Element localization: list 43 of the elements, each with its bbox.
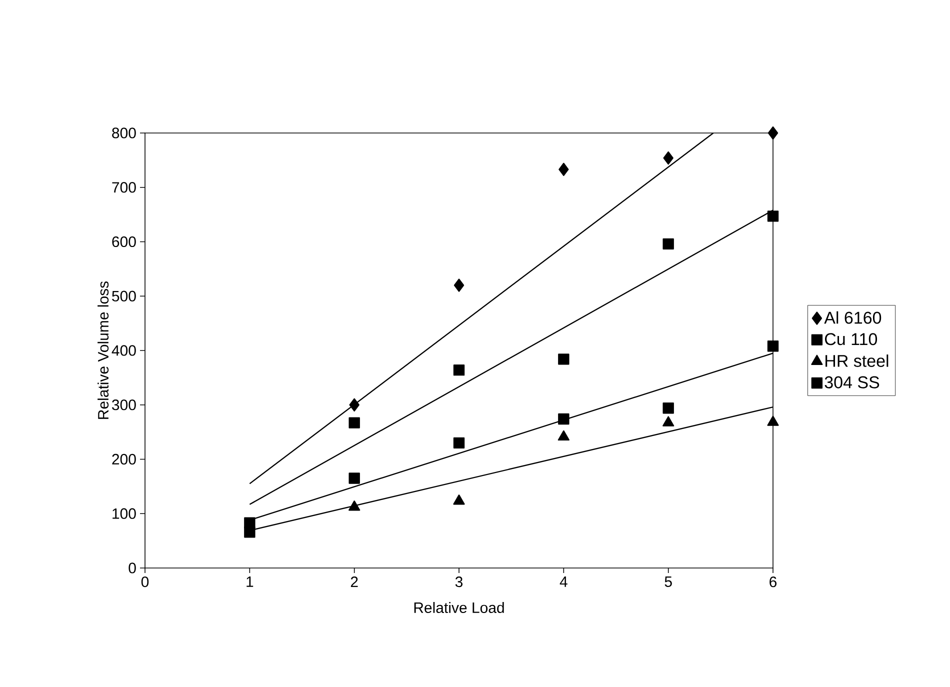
- legend-label: 304 SS: [824, 376, 880, 388]
- point: [244, 526, 256, 538]
- y-tick-label: 800: [112, 128, 136, 138]
- point: [768, 126, 778, 140]
- x-tick-label: 4: [560, 576, 568, 587]
- x-tick-label: 6: [770, 576, 777, 588]
- point: [454, 278, 464, 292]
- legend-label: Al 6160: [824, 311, 882, 324]
- y-axis-title: Relative Volume loss: [98, 281, 109, 419]
- y-tick-label: 300: [112, 400, 136, 410]
- legend-label: HR steel: [826, 354, 888, 367]
- point: [662, 402, 674, 414]
- x-tick-label: 5: [664, 576, 672, 587]
- x-tick-label: 0: [141, 576, 149, 588]
- point: [558, 413, 570, 425]
- point: [767, 340, 779, 352]
- point: [662, 238, 674, 250]
- point: [453, 494, 465, 505]
- point: [348, 500, 360, 511]
- point: [349, 398, 360, 412]
- x-tick-label: 2: [350, 576, 358, 587]
- y-tick-label: 500: [112, 290, 136, 302]
- point: [662, 416, 674, 426]
- point: [558, 354, 570, 365]
- y-tick-label: 100: [112, 508, 136, 519]
- point: [767, 210, 779, 222]
- point: [453, 437, 465, 449]
- point: [767, 416, 779, 426]
- x-axis-title: Relative Load: [414, 602, 504, 614]
- y-tick-label: 200: [112, 454, 136, 465]
- y-tick-label: 400: [112, 345, 136, 356]
- point: [558, 162, 569, 176]
- point: [453, 364, 465, 376]
- point: [558, 430, 570, 441]
- y-tick-label: 0: [128, 562, 136, 574]
- legend-label: Cu 110: [824, 333, 878, 346]
- point: [348, 417, 360, 428]
- y-tick-label: 700: [112, 182, 136, 193]
- point: [663, 151, 674, 165]
- y-tick-label: 600: [112, 236, 136, 248]
- x-tick-label: 1: [246, 576, 254, 587]
- x-tick-label: 3: [455, 576, 463, 588]
- point: [348, 472, 360, 484]
